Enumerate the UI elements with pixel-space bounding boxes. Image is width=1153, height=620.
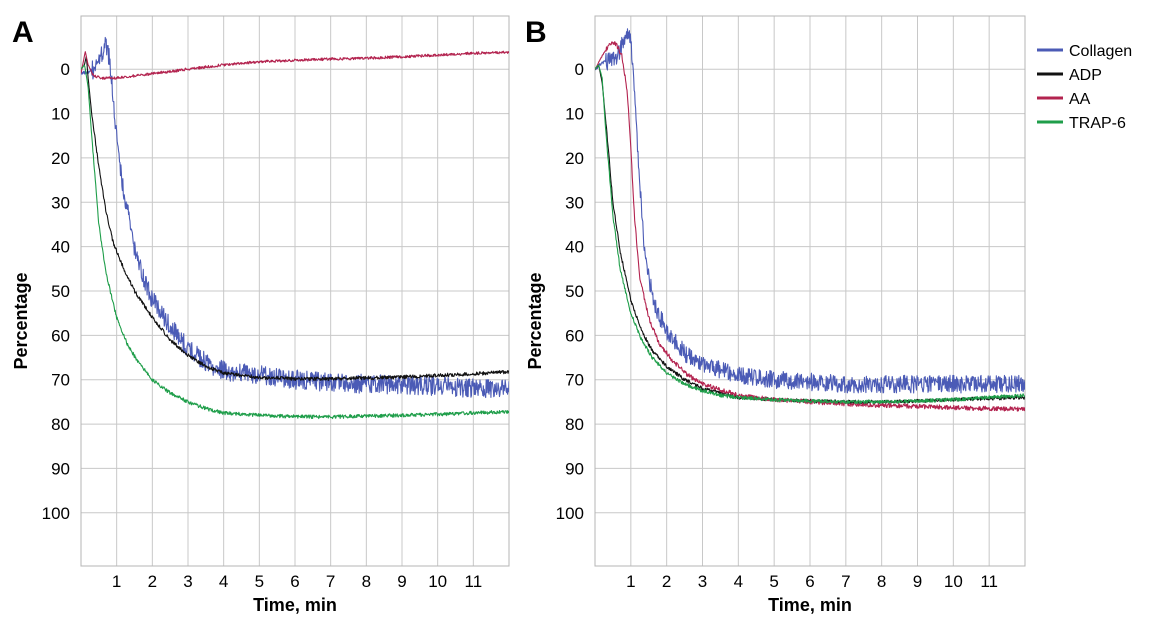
panel-a-ytick-label: 10	[51, 105, 70, 124]
panel-b-xtick-label: 6	[805, 572, 814, 591]
legend-label-trap-6: TRAP-6	[1069, 115, 1126, 132]
panel-b-ytick-label: 30	[565, 193, 584, 212]
panel-b-ytick-label: 70	[565, 371, 584, 390]
panel-a-x-axis-title: Time, min	[253, 595, 337, 615]
panel-b-series-trap-6	[595, 64, 1025, 405]
panel-a-xtick-label: 9	[397, 572, 406, 591]
panel-b-xtick-label: 3	[698, 572, 707, 591]
panel-a-ytick-label: 90	[51, 459, 70, 478]
panel-b-ytick-label: 50	[565, 282, 584, 301]
panel-b-y-axis-title: Percentage	[525, 272, 545, 369]
panel-b-ytick-label: 100	[556, 504, 584, 523]
panel-a-xtick-label: 11	[465, 572, 483, 591]
panel-a-xtick-label: 4	[219, 572, 228, 591]
panel-b-x-axis-title: Time, min	[768, 595, 852, 615]
panel-a-letter: A	[12, 16, 34, 49]
panel-a: A 1 2 3 4 5 6 7 8 9 10 11 0 10 20 30 40 50 60 70 80 90 100 Time…	[11, 15, 510, 615]
panel-a-ytick-label: 40	[51, 238, 70, 257]
panel-a-ytick-label: 60	[51, 326, 70, 345]
panel-a-series-aa	[81, 50, 509, 80]
panel-a-ytick-label: 30	[51, 193, 70, 212]
panel-b-ytick-label: 10	[565, 105, 584, 124]
panel-a-series-collagen	[81, 36, 509, 399]
panel-a-xtick-label: 6	[290, 572, 299, 591]
panel-b-xtick-label: 2	[662, 572, 671, 591]
panel-a-ytick-label: 70	[51, 371, 70, 390]
panel-a-xtick-label: 7	[326, 572, 335, 591]
panel-b-ytick-label: 20	[565, 149, 584, 168]
panel-b-ytick-label: 60	[565, 326, 584, 345]
panel-a-ytick-label: 0	[61, 60, 70, 79]
panel-b: B 1 2 3 4 5 6 7 8 9 10 11 0 10 20 30 40 50 60 70 80 90 100 Time…	[525, 15, 1026, 615]
panel-a-xtick-label: 3	[183, 572, 192, 591]
panel-b-xtick-label: 10	[944, 572, 963, 591]
panel-a-ytick-label: 20	[51, 149, 70, 168]
panel-b-xtick-label: 5	[769, 572, 778, 591]
panel-b-xtick-label: 7	[841, 572, 850, 591]
panel-b-ytick-label: 40	[565, 238, 584, 257]
panel-b-letter: B	[525, 16, 547, 49]
panel-a-ytick-label: 80	[51, 415, 70, 434]
legend-label-collagen: Collagen	[1069, 43, 1132, 60]
panel-a-xtick-label: 10	[428, 572, 447, 591]
panel-a-y-axis-title: Percentage	[11, 272, 31, 369]
panel-a-series-trap-6	[81, 64, 509, 420]
legend-label-adp: ADP	[1069, 67, 1102, 84]
panel-a-series-adp	[81, 56, 509, 382]
panel-a-xtick-label: 5	[255, 572, 264, 591]
legend-label-aa: AA	[1069, 91, 1091, 108]
panel-b-series-collagen	[595, 28, 1025, 394]
panel-a-ytick-label: 50	[51, 282, 70, 301]
panel-b-ytick-label: 90	[565, 459, 584, 478]
panel-b-ytick-label: 0	[575, 60, 584, 79]
panel-a-xtick-label: 2	[148, 572, 157, 591]
legend: Collagen ADP AA TRAP-6	[1037, 43, 1132, 132]
panel-b-xtick-label: 11	[980, 572, 998, 591]
panel-a-ytick-label: 100	[42, 504, 70, 523]
panel-b-ytick-label: 80	[565, 415, 584, 434]
panel-b-plot-frame	[594, 15, 1026, 567]
panel-b-xtick-label: 8	[877, 572, 886, 591]
panel-a-plot-frame	[80, 15, 510, 567]
panel-a-xtick-label: 1	[112, 572, 121, 591]
panel-b-xtick-label: 9	[913, 572, 922, 591]
panel-b-xtick-label: 1	[626, 572, 635, 591]
panel-a-xtick-label: 8	[362, 572, 371, 591]
panel-b-xtick-label: 4	[734, 572, 743, 591]
